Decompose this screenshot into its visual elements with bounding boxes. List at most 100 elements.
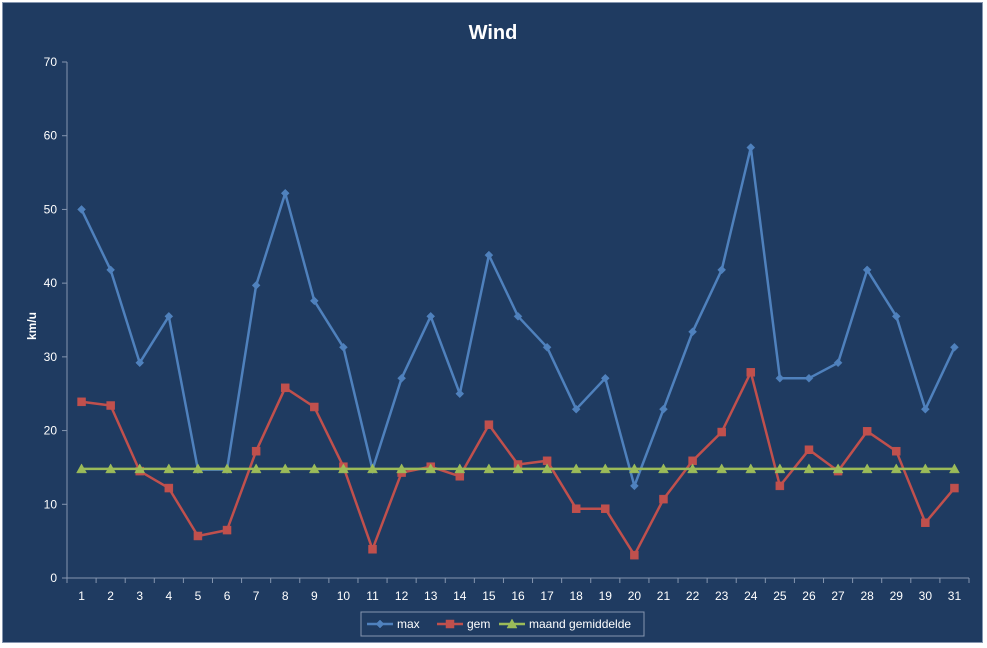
data-point-gem [280,383,290,393]
data-point-maand-gemiddelde [628,463,640,474]
data-point-gem [630,550,639,560]
data-point-max [600,373,610,383]
data-point-gem [862,427,872,436]
series-maand-gemiddelde [76,463,960,474]
data-point-max [746,143,756,152]
data-point-gem [77,397,86,407]
y-tick-label: 10 [44,497,58,511]
y-tick-label: 60 [44,129,58,143]
data-point-max [455,389,465,399]
data-point-gem [368,545,377,554]
x-tick-label: 31 [948,589,962,603]
x-tick-label: 8 [282,589,289,603]
data-point-gem [571,504,581,513]
data-point-gem [251,446,261,456]
data-point-gem [921,518,930,527]
x-tick-label: 4 [165,589,172,603]
data-point-max [106,265,115,275]
data-point-gem [222,525,232,535]
data-point-gem [106,401,115,410]
x-tick-label: 13 [424,589,438,603]
chart-title: Wind [469,22,518,44]
x-tick-label: 10 [337,589,351,603]
data-point-maand-gemiddelde [658,463,669,474]
x-tick-label: 16 [511,589,525,603]
data-point-max [251,281,261,290]
data-point-max [571,404,581,414]
data-point-maand-gemiddelde [832,463,844,474]
x-tick-label: 2 [107,589,114,603]
legend-box [360,611,645,637]
data-point-gem [659,494,668,504]
x-tick-label: 28 [860,589,874,603]
data-point-maand-gemiddelde [221,463,233,474]
data-point-max [542,342,552,352]
data-point-max [513,311,523,321]
data-point-max [426,311,436,321]
legend-entry-maand-gemiddelde: maand gemiddelde [499,617,631,631]
data-point-maand-gemiddelde [483,463,495,474]
legend-entry-gem: gem [437,617,490,631]
data-point-max [921,404,930,414]
data-point-maand-gemiddelde [716,463,728,474]
x-tick-label: 22 [686,589,700,603]
data-point-max [77,205,86,214]
x-tick-label: 29 [890,589,904,603]
x-tick-label: 14 [453,589,467,603]
data-point-gem [892,446,901,456]
data-point-maand-gemiddelde [76,463,87,474]
x-tick-label: 30 [919,589,933,603]
data-point-gem [746,368,756,377]
data-point-gem [484,420,494,429]
data-point-gem [455,472,465,481]
data-point-maand-gemiddelde [745,463,757,474]
y-tick-label: 50 [44,202,58,216]
x-tick-label: 25 [773,589,787,603]
y-axis-label: km/u [25,312,39,340]
data-point-max [717,265,727,275]
legend-swatch-marker [375,619,385,629]
data-point-max [659,404,668,414]
data-point-gem [310,402,319,412]
data-point-max [164,311,174,321]
data-point-maand-gemiddelde [163,463,175,474]
data-point-maand-gemiddelde [919,463,931,474]
y-tick-label: 40 [44,276,58,290]
data-point-maand-gemiddelde [250,463,262,474]
x-tick-label: 9 [311,589,318,603]
x-tick-label: 6 [224,589,231,603]
data-point-maand-gemiddelde [803,463,815,474]
legend-label: maand gemiddelde [529,617,631,631]
x-tick-label: 12 [395,589,409,603]
data-point-maand-gemiddelde [599,463,611,474]
data-point-gem [601,504,610,513]
data-point-max [280,188,290,198]
x-tick-label: 24 [744,589,758,603]
data-point-maand-gemiddelde [279,463,291,474]
x-tick-label: 23 [715,589,729,603]
x-tick-label: 27 [831,589,845,603]
data-point-max [833,358,843,368]
data-point-maand-gemiddelde [570,463,582,474]
data-point-maand-gemiddelde [774,463,786,474]
data-point-maand-gemiddelde [541,463,553,474]
legend-label: max [397,617,420,631]
data-point-maand-gemiddelde [337,463,349,474]
data-point-gem [193,531,203,541]
data-point-gem [775,481,785,491]
data-point-gem [804,445,814,454]
x-tick-label: 18 [570,589,584,603]
x-tick-label: 15 [482,589,496,603]
legend-entry-max: max [367,617,420,631]
data-point-maand-gemiddelde [105,463,117,474]
x-tick-label: 11 [366,589,379,603]
data-point-maand-gemiddelde [512,463,524,474]
data-point-maand-gemiddelde [425,463,437,474]
data-point-max [339,342,348,352]
x-tick-label: 7 [253,589,260,603]
x-tick-label: 17 [540,589,554,603]
series-max [77,143,959,491]
